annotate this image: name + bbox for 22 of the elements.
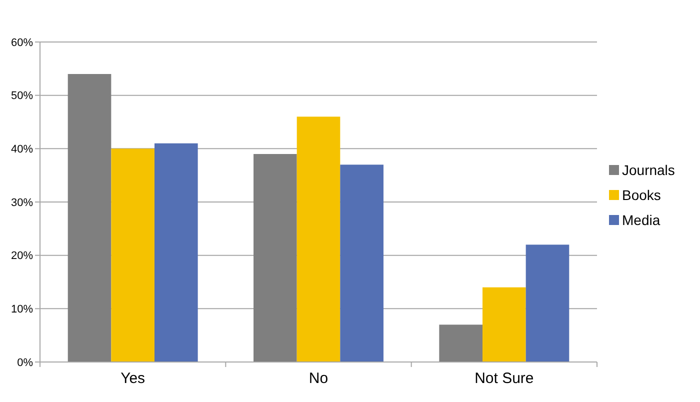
x-tick-label: Not Sure <box>474 370 534 387</box>
y-tick-label: 60% <box>10 36 34 49</box>
legend-label: Media <box>622 212 660 228</box>
bar <box>254 154 297 362</box>
bar <box>526 244 570 362</box>
x-tick-label: No <box>308 370 328 387</box>
bar <box>154 143 198 362</box>
bar <box>296 116 340 362</box>
legend-label: Journals <box>622 162 675 178</box>
y-tick-label: 20% <box>10 250 34 262</box>
bar <box>111 148 154 362</box>
x-tick-label: Yes <box>120 370 146 387</box>
y-tick-label: 0% <box>17 356 34 369</box>
y-tick-label: 10% <box>10 304 34 316</box>
y-tick-label: 40% <box>10 144 34 156</box>
y-tick-label: 30% <box>10 196 34 209</box>
bar <box>482 287 526 362</box>
bar <box>439 324 483 362</box>
bar <box>68 74 112 362</box>
legend-label: Books <box>622 186 661 203</box>
bar <box>340 164 384 362</box>
y-tick-label: 50% <box>10 90 34 102</box>
